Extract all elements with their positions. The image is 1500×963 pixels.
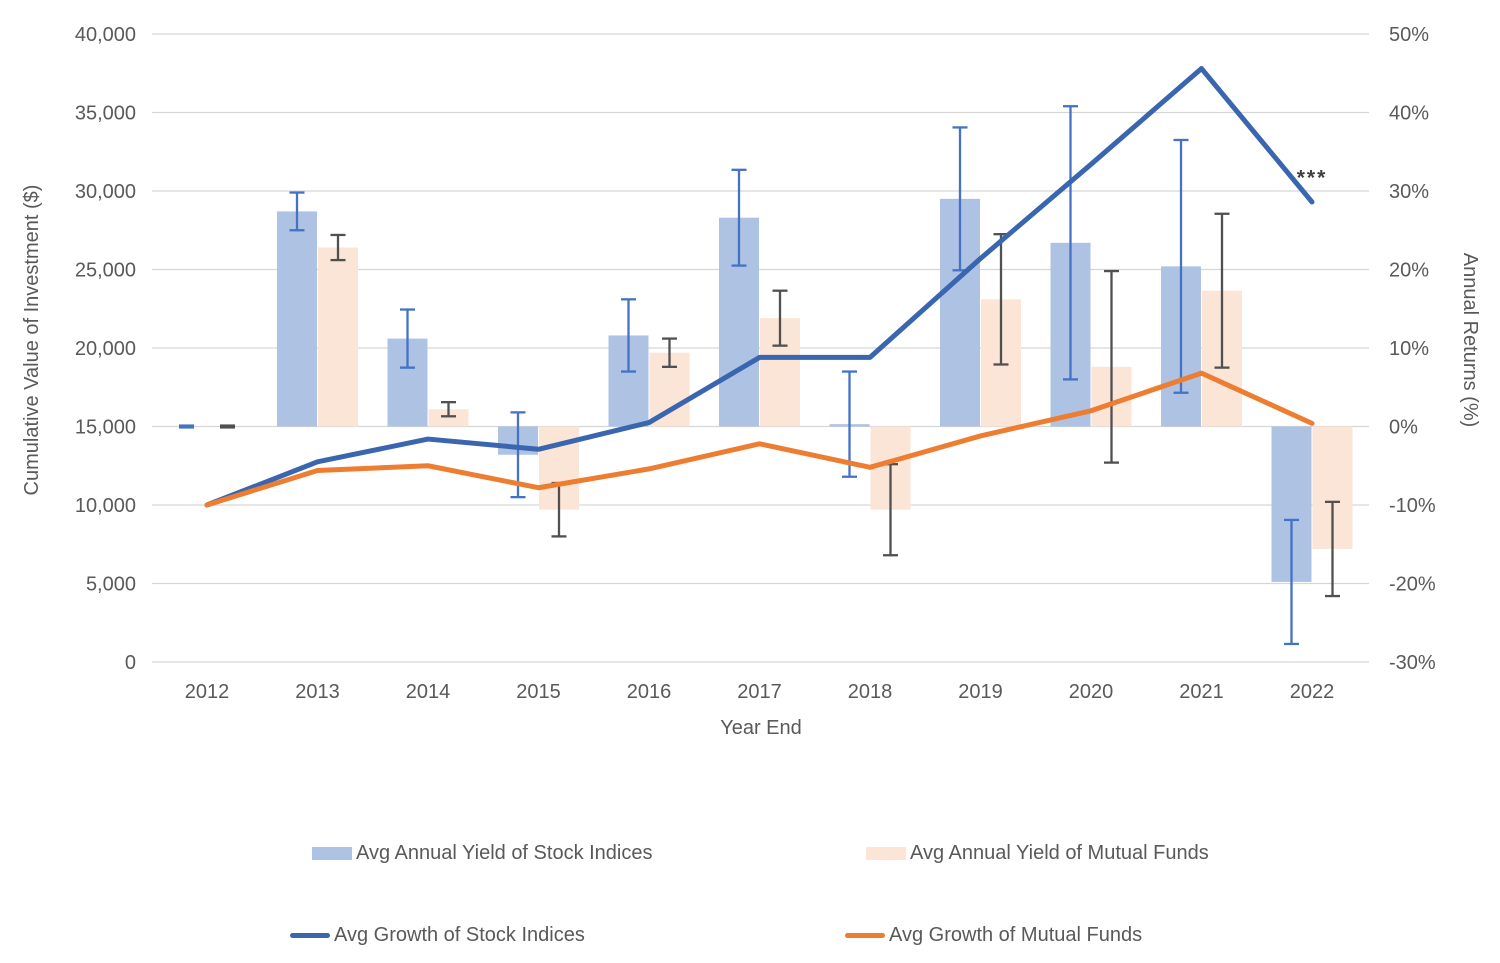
legend-item-stock-growth: Avg Growth of Stock Indices bbox=[290, 923, 585, 947]
x-axis-tick-label: 2013 bbox=[295, 681, 340, 703]
legend-label-stock-growth: Avg Growth of Stock Indices bbox=[334, 924, 585, 946]
error-bar-mutual-2013 bbox=[330, 233, 346, 262]
error-bar-stock-2016 bbox=[621, 298, 636, 373]
error-bar-mutual-2017 bbox=[772, 289, 788, 347]
error-bar-stock-2018 bbox=[842, 370, 857, 478]
legend-label-stock-yield: Avg Annual Yield of Stock Indices bbox=[356, 842, 653, 864]
x-axis-tick-label: 2022 bbox=[1290, 681, 1335, 703]
error-bar-mutual-2014 bbox=[441, 401, 456, 418]
legend-item-mutual-yield: Avg Annual Yield of Mutual Funds bbox=[866, 841, 1209, 865]
error-bar-stock-2022 bbox=[1284, 518, 1299, 646]
chart-plot-area: 0 5,000 10,000 15,000 20,000 25,000 30,000 35,0… bbox=[21, 24, 1481, 739]
legend-swatch-mutual-growth bbox=[845, 932, 885, 938]
y-axis-left-title: Cumulative Value of Investment ($) bbox=[21, 185, 43, 496]
error-bar-stock-2020 bbox=[1063, 105, 1078, 381]
growth-line-mutual-funds bbox=[204, 370, 1315, 508]
bar-stock-indices-2013 bbox=[277, 211, 317, 427]
legend-swatch-mutual-yield bbox=[866, 846, 906, 860]
y-axis-left-tick-label: 5,000 bbox=[86, 574, 136, 596]
x-axis-tick-label: 2017 bbox=[737, 681, 782, 703]
error-bar-stock-2012 bbox=[179, 424, 194, 429]
legend-item-mutual-growth: Avg Growth of Mutual Funds bbox=[845, 923, 1142, 947]
y-axis-left-ticks: 0 5,000 10,000 15,000 20,000 25,000 30,000 35,0… bbox=[75, 24, 136, 674]
error-bar-mutual-2012 bbox=[220, 424, 235, 429]
legend-label-mutual-yield: Avg Annual Yield of Mutual Funds bbox=[910, 842, 1209, 864]
y-axis-right-title: Annual Returns (%) bbox=[1459, 253, 1481, 428]
significance-annotation: *** bbox=[1297, 167, 1328, 190]
y-axis-right-tick-label: 20% bbox=[1389, 260, 1429, 282]
error-bar-stock-2021 bbox=[1173, 138, 1189, 394]
growth-line-stock-indices bbox=[204, 66, 1315, 508]
y-axis-right-tick-label: -20% bbox=[1389, 574, 1436, 596]
legend-swatch-stock-growth bbox=[290, 932, 330, 938]
x-axis-tick-label: 2016 bbox=[627, 681, 672, 703]
x-axis-tick-label: 2019 bbox=[958, 681, 1003, 703]
legend-item-stock-yield: Avg Annual Yield of Stock Indices bbox=[312, 841, 653, 865]
bar-mutual-funds-2013 bbox=[318, 247, 358, 427]
x-axis-tick-label: 2015 bbox=[516, 681, 561, 703]
y-axis-right-tick-label: 10% bbox=[1389, 338, 1429, 360]
y-axis-right-tick-label: -30% bbox=[1389, 652, 1436, 674]
y-axis-right-tick-label: 50% bbox=[1389, 24, 1429, 46]
x-axis-tick-label: 2012 bbox=[185, 681, 230, 703]
bar-mutual-funds-2014 bbox=[428, 409, 469, 427]
y-axis-right-tick-label: 30% bbox=[1389, 181, 1429, 203]
y-axis-left-tick-label: 30,000 bbox=[75, 181, 136, 203]
bars-group bbox=[277, 198, 1353, 582]
error-bar-stock-2017 bbox=[731, 168, 747, 267]
y-axis-right-tick-label: -10% bbox=[1389, 495, 1436, 517]
y-axis-right-ticks: -30% -20% -10% 0% 10% 20% 30% 40% 50% bbox=[1389, 24, 1436, 674]
x-axis-tick-label: 2018 bbox=[848, 681, 893, 703]
error-bar-mutual-2020 bbox=[1104, 269, 1119, 464]
x-axis-tick-label: 2021 bbox=[1179, 681, 1224, 703]
x-axis-tick-label: 2014 bbox=[406, 681, 451, 703]
y-axis-left-tick-label: 10,000 bbox=[75, 495, 136, 517]
x-axis-ticks: 2012 2013 2014 2015 2016 2017 2018 2019 2020 2021… bbox=[185, 681, 1335, 703]
y-axis-left-tick-label: 20,000 bbox=[75, 338, 136, 360]
error-bar-mutual-2016 bbox=[662, 337, 677, 368]
x-axis-tick-label: 2020 bbox=[1069, 681, 1114, 703]
legend-label-mutual-growth: Avg Growth of Mutual Funds bbox=[889, 924, 1143, 946]
error-bar-mutual-2022 bbox=[1325, 500, 1340, 598]
error-bar-mutual-2021 bbox=[1214, 212, 1230, 369]
error-bar-stock-2013 bbox=[289, 191, 305, 232]
y-axis-left-tick-label: 0 bbox=[125, 652, 136, 674]
legend-swatch-stock-yield bbox=[312, 846, 352, 860]
y-axis-left-tick-label: 40,000 bbox=[75, 24, 136, 46]
line-series-group bbox=[204, 66, 1315, 508]
y-axis-right-tick-label: 40% bbox=[1389, 103, 1429, 125]
y-axis-left-tick-label: 35,000 bbox=[75, 103, 136, 125]
error-bars-group bbox=[179, 105, 1340, 646]
y-axis-left-tick-label: 25,000 bbox=[75, 260, 136, 282]
y-axis-left-tick-label: 15,000 bbox=[75, 417, 136, 439]
y-axis-right-tick-label: 0% bbox=[1389, 417, 1418, 439]
error-bar-stock-2014 bbox=[400, 308, 415, 369]
x-axis-title: Year End bbox=[720, 717, 802, 739]
